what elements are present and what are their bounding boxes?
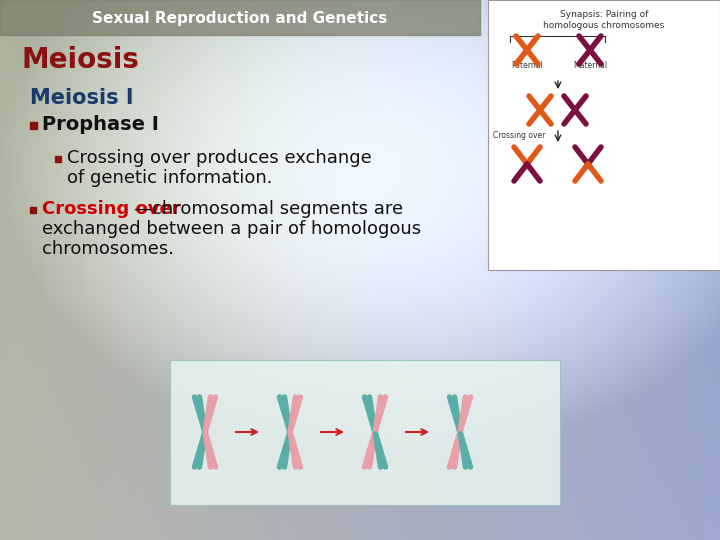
Text: Meiosis I: Meiosis I (30, 88, 133, 108)
Text: Prophase I: Prophase I (42, 116, 159, 134)
Bar (30, 122, 37, 129)
Text: —chromosomal segments are: —chromosomal segments are (134, 200, 403, 218)
Bar (30, 207, 36, 213)
Bar (0, 0, 480, 35)
Text: Paternal: Paternal (511, 61, 543, 70)
Text: Maternal: Maternal (573, 61, 607, 70)
Text: of genetic information.: of genetic information. (67, 169, 272, 187)
Bar (55, 156, 61, 162)
Text: Crossing over: Crossing over (42, 200, 181, 218)
Text: exchanged between a pair of homologous: exchanged between a pair of homologous (42, 220, 421, 238)
Text: Synapsis: Pairing of
homologous chromosomes: Synapsis: Pairing of homologous chromoso… (544, 10, 665, 30)
Text: Meiosis: Meiosis (22, 46, 140, 74)
Bar (488, 0, 720, 270)
Text: chromosomes.: chromosomes. (42, 240, 174, 258)
Text: Crossing over: Crossing over (493, 131, 545, 140)
Bar (170, 360, 560, 505)
Text: Crossing over produces exchange: Crossing over produces exchange (67, 149, 372, 167)
Text: Sexual Reproduction and Genetics: Sexual Reproduction and Genetics (92, 10, 387, 25)
